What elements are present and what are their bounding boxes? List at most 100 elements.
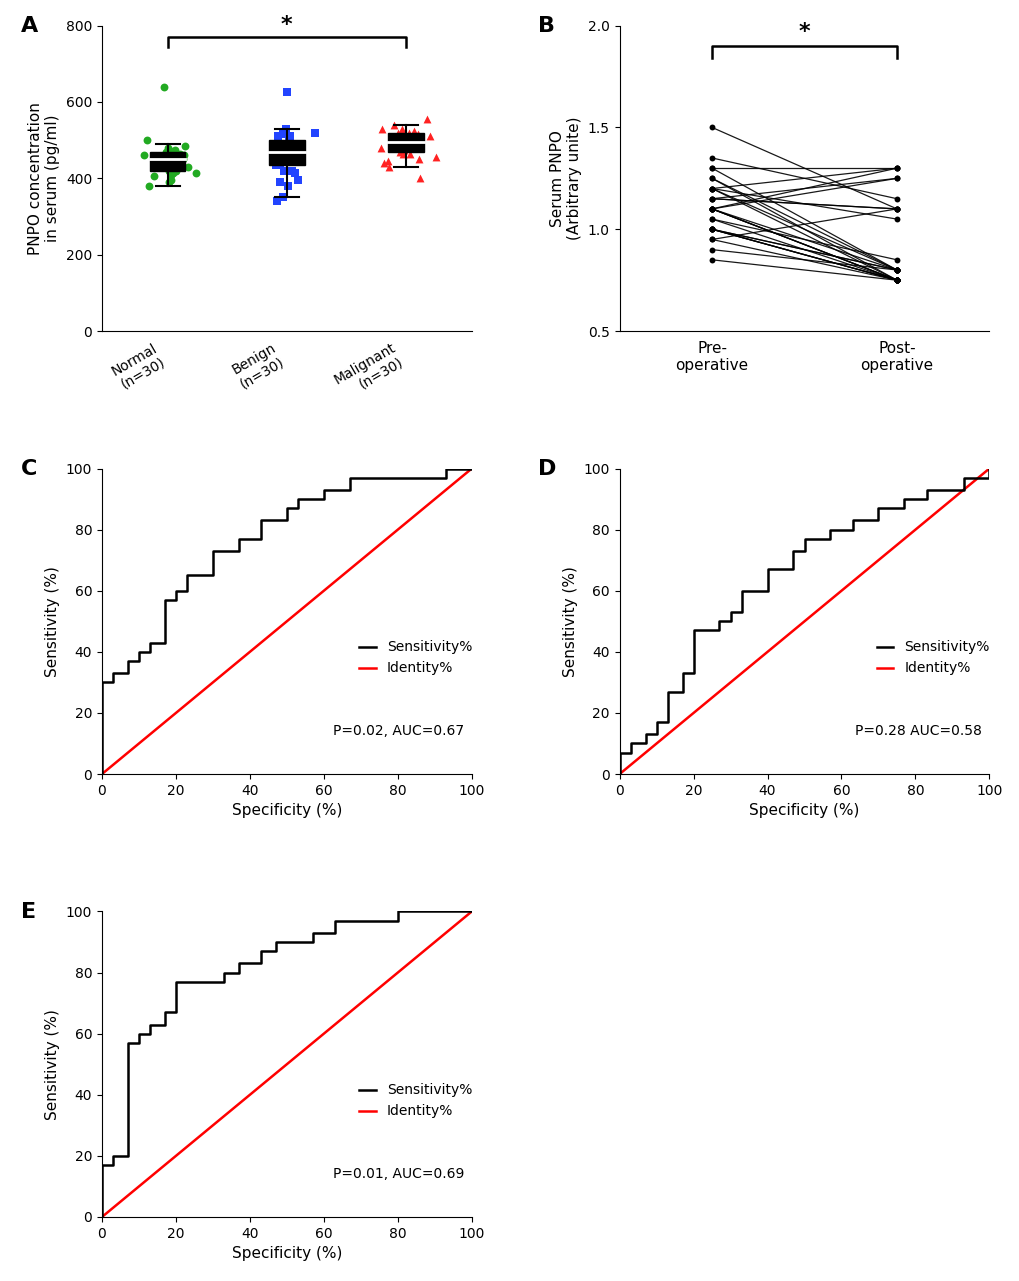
Point: [703, 209, 719, 229]
Point: [391, 141, 408, 161]
Point: [888, 199, 904, 219]
Point: [277, 118, 293, 138]
Point: [157, 141, 173, 161]
Point: [888, 209, 904, 229]
Point: [888, 270, 904, 291]
Point: [703, 219, 719, 240]
Point: [394, 126, 411, 146]
Point: [703, 250, 719, 270]
Point: [888, 158, 904, 178]
Point: [294, 145, 311, 165]
Point: [888, 270, 904, 291]
Point: [703, 178, 719, 199]
Point: [703, 199, 719, 219]
Point: [888, 270, 904, 291]
Point: [396, 132, 413, 152]
Point: [177, 136, 194, 156]
Point: [283, 160, 300, 181]
Point: [274, 187, 290, 208]
Point: [281, 129, 298, 150]
Point: [164, 151, 180, 172]
Point: [162, 159, 178, 179]
Point: [703, 178, 719, 199]
Point: [165, 163, 181, 183]
Point: [888, 270, 904, 291]
Bar: [150, 151, 185, 170]
Point: [888, 270, 904, 291]
X-axis label: Specificity (%): Specificity (%): [231, 803, 341, 819]
Point: [888, 188, 904, 209]
Point: [888, 270, 904, 291]
Text: E: E: [20, 902, 36, 922]
Point: [187, 163, 204, 183]
Point: [269, 191, 285, 211]
Point: [410, 149, 426, 169]
Point: [888, 270, 904, 291]
Point: [160, 160, 176, 181]
Point: [381, 156, 397, 177]
Point: [275, 141, 291, 161]
Legend: Sensitivity%, Identity%: Sensitivity%, Identity%: [359, 640, 472, 675]
Y-axis label: Sensitivity (%): Sensitivity (%): [45, 566, 60, 676]
Point: [888, 270, 904, 291]
Point: [159, 141, 175, 161]
Point: [161, 172, 177, 192]
Point: [401, 133, 418, 154]
Point: [274, 140, 290, 160]
X-axis label: Specificity (%): Specificity (%): [749, 803, 859, 819]
Point: [151, 156, 167, 177]
Point: [389, 122, 406, 142]
Point: [888, 168, 904, 188]
Point: [274, 124, 290, 145]
Point: [703, 219, 719, 240]
Legend: Sensitivity%, Identity%: Sensitivity%, Identity%: [359, 1084, 472, 1118]
Point: [888, 250, 904, 270]
Point: [146, 167, 162, 187]
X-axis label: Specificity (%): Specificity (%): [231, 1246, 341, 1262]
Point: [172, 151, 189, 172]
Text: C: C: [20, 460, 37, 479]
Point: [703, 168, 719, 188]
Point: [166, 140, 182, 160]
Point: [161, 140, 177, 160]
Point: [374, 118, 390, 138]
Point: [888, 158, 904, 178]
Point: [888, 260, 904, 281]
Point: [167, 145, 183, 165]
Point: [280, 175, 297, 196]
Point: [703, 219, 719, 240]
Point: [388, 133, 405, 154]
Point: [288, 151, 305, 172]
Point: [148, 155, 164, 175]
Point: [372, 137, 388, 158]
Point: [703, 229, 719, 250]
Point: [278, 82, 294, 102]
Point: [703, 178, 719, 199]
Point: [276, 160, 292, 181]
Point: [703, 158, 719, 178]
Point: [703, 199, 719, 219]
Point: [703, 199, 719, 219]
Point: [273, 133, 289, 154]
Point: [285, 133, 302, 154]
Point: [703, 199, 719, 219]
Point: [375, 152, 391, 173]
Point: [277, 149, 293, 169]
Text: P=0.01, AUC=0.69: P=0.01, AUC=0.69: [332, 1167, 464, 1181]
Point: [286, 147, 303, 168]
Point: [272, 152, 288, 173]
Point: [888, 270, 904, 291]
Y-axis label: PNPO concentration
in serum (pg/ml): PNPO concentration in serum (pg/ml): [28, 102, 60, 255]
Point: [139, 129, 155, 150]
Point: [147, 152, 163, 173]
Point: [410, 124, 426, 145]
Legend: Sensitivity%, Identity%: Sensitivity%, Identity%: [876, 640, 988, 675]
Point: [136, 145, 152, 165]
Point: [703, 219, 719, 240]
Text: *: *: [798, 22, 809, 42]
Point: [703, 178, 719, 199]
Point: [703, 229, 719, 250]
Point: [385, 115, 401, 136]
Point: [270, 126, 286, 146]
Text: P=0.28 AUC=0.58: P=0.28 AUC=0.58: [854, 724, 981, 738]
